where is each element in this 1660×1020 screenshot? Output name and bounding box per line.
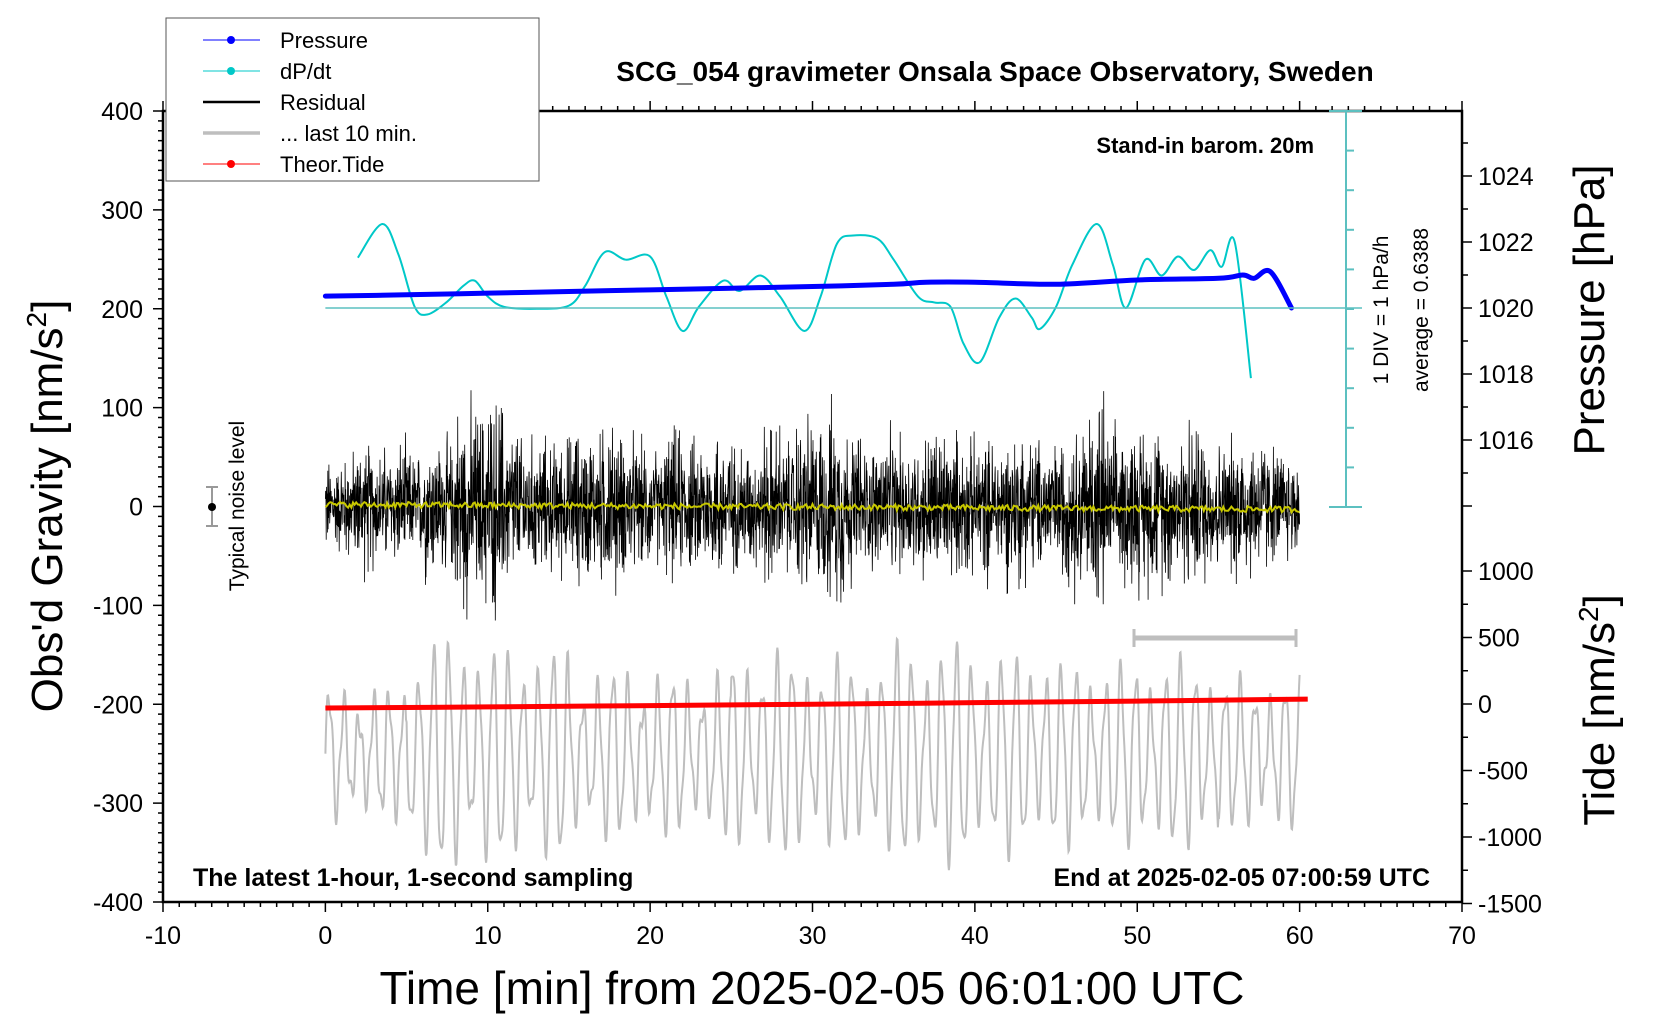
y-tick-label: 100 [101, 395, 143, 423]
x-tick-label: 30 [799, 922, 827, 950]
noise-note: Typical noise level [226, 421, 249, 591]
y-tick-label: 300 [101, 197, 143, 225]
last-10-min-span [1132, 629, 1298, 647]
legend: Pressure dP/dt Residual ... last 10 min. The… [165, 17, 540, 182]
x-tick-label: 20 [636, 922, 664, 950]
residual-mean-line [324, 499, 1300, 515]
pressure-tick-label: 1018 [1478, 361, 1534, 389]
chart-title: SCG_054 gravimeter Onsala Space Observat… [616, 56, 1373, 87]
legend-label: Theor.Tide [280, 152, 384, 177]
residual-line [325, 390, 1300, 621]
series-layer [322, 223, 1308, 871]
legend-item: Pressure [203, 28, 368, 53]
dpdt-scale-axis [325, 110, 1362, 508]
dpdt-line [357, 223, 1252, 379]
legend-item: Theor.Tide [203, 152, 384, 177]
x-axis-label: Time [min] from 2025-02-05 06:01:00 UTC [380, 962, 1245, 1014]
tide-tick-label: 0 [1478, 691, 1492, 719]
theor-tide-line [325, 696, 1308, 711]
x-tick-label: 50 [1123, 922, 1151, 950]
x-tick-label: 70 [1448, 922, 1476, 950]
x-tick-label: 60 [1286, 922, 1314, 950]
y-tick-label: 200 [101, 296, 143, 324]
pressure-tick-label: 1024 [1478, 163, 1534, 191]
y-tick-label: -100 [93, 592, 143, 620]
y-axis-label-pressure: Pressure [hPa] [1565, 164, 1614, 455]
sampling-note: The latest 1-hour, 1-second sampling [193, 864, 633, 892]
average-note: average = 0.6388 [1410, 228, 1433, 392]
legend-item: dP/dt [203, 59, 331, 84]
end-time-note: End at 2025-02-05 07:00:59 UTC [1053, 864, 1430, 892]
tide-tick-label: 1000 [1478, 558, 1534, 586]
y-tick-label: -400 [93, 889, 143, 917]
tide-tick-label: -1000 [1478, 824, 1542, 852]
pressure-tick-label: 1022 [1478, 229, 1534, 257]
tide-tick-label: -500 [1478, 758, 1528, 786]
tide-tick-label: -1500 [1478, 891, 1542, 919]
div-note: 1 DIV = 1 hPa/h [1370, 236, 1393, 385]
plot-frame [161, 109, 1464, 904]
legend-label: Pressure [280, 28, 368, 53]
legend-label: dP/dt [280, 59, 331, 84]
x-tick-label: 0 [318, 922, 332, 950]
legend-marker [227, 67, 235, 75]
pressure-tick-label: 1016 [1478, 427, 1534, 455]
y-tick-label: -300 [93, 790, 143, 818]
x-tick-label: 40 [961, 922, 989, 950]
last-10-min-line [324, 636, 1301, 871]
y-axis-label-tide: Tide [nm/s2] [1573, 594, 1624, 826]
barometer-note: Stand-in barom. 20m [1096, 133, 1314, 158]
legend-marker [227, 36, 235, 44]
legend-marker [227, 160, 235, 168]
legend-item: ... last 10 min. [203, 121, 417, 146]
noise-level-bar [206, 486, 218, 527]
x-tick-label: 10 [474, 922, 502, 950]
pressure-line [322, 268, 1295, 311]
y-tick-label: 0 [129, 494, 143, 522]
tide-tick-label: 500 [1478, 625, 1520, 653]
x-tick-label: -10 [145, 922, 181, 950]
legend-label: Residual [280, 90, 366, 115]
pressure-tick-label: 1020 [1478, 295, 1534, 323]
y-tick-label: -200 [93, 691, 143, 719]
legend-item: Residual [203, 90, 366, 115]
y-axis-label-gravity: Obs'd Gravity [nm/s2] [21, 300, 72, 713]
legend-label: ... last 10 min. [280, 121, 417, 146]
y-tick-label: 400 [101, 98, 143, 126]
axis-ticks: -10 0 10 20 30 40 50 60 70-400-300-200-100010020… [93, 98, 1542, 950]
